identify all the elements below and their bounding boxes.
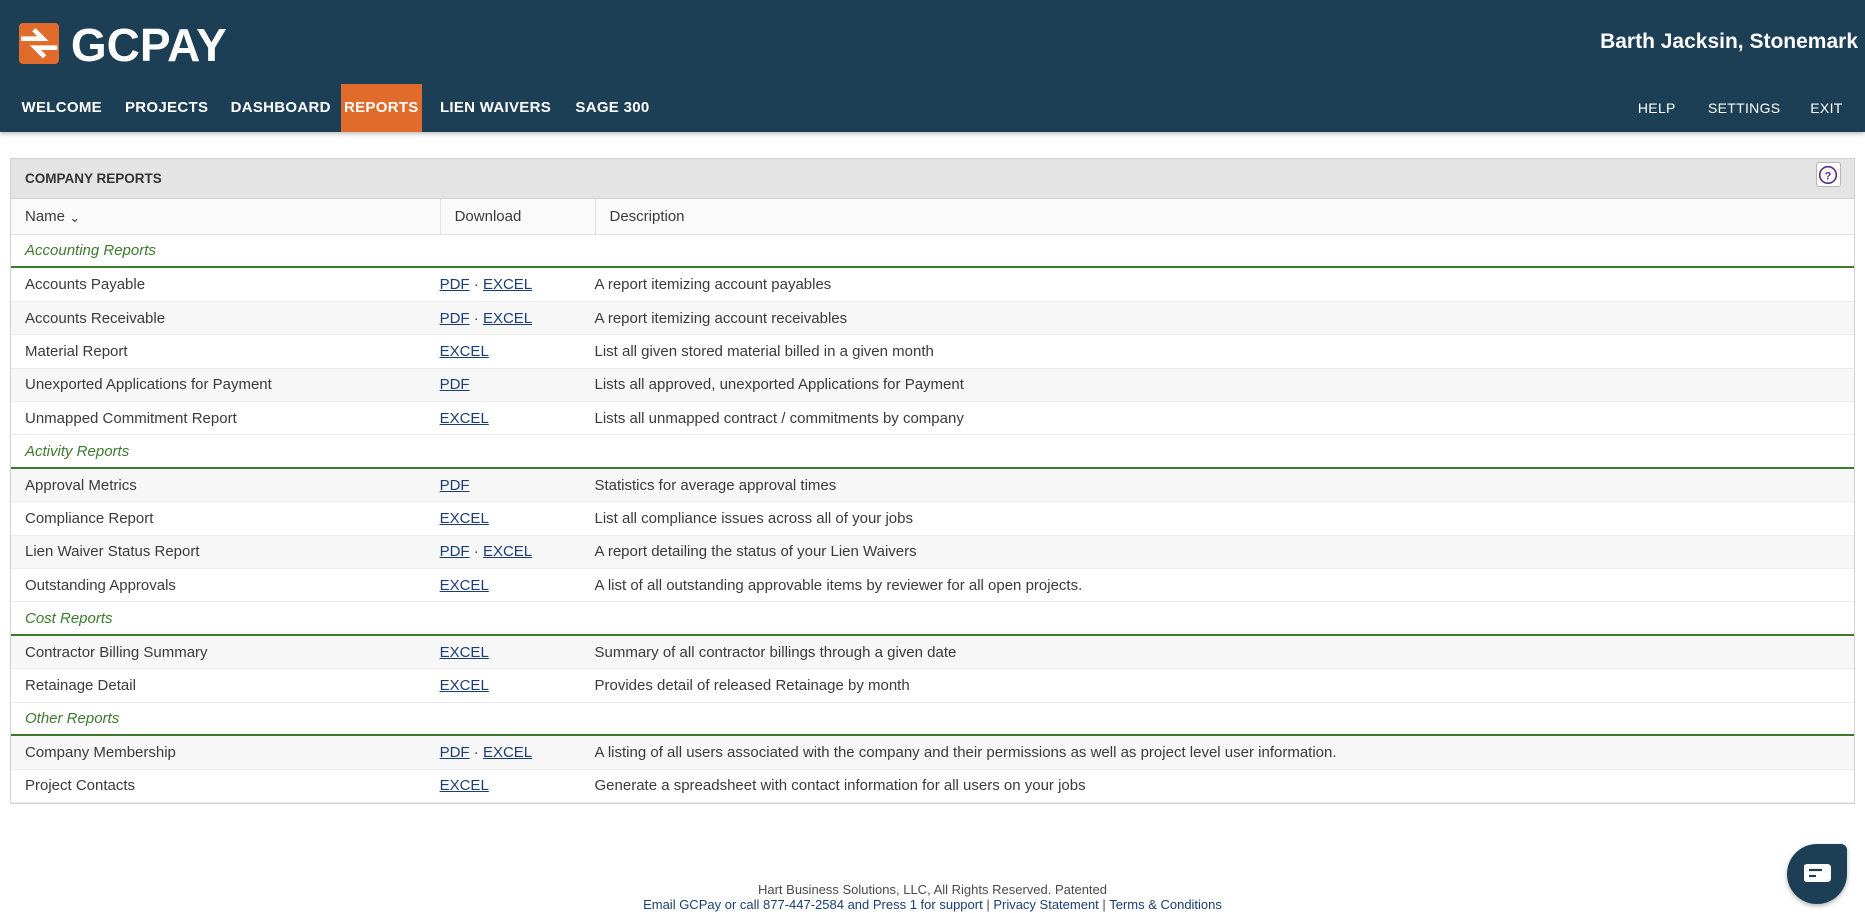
svg-text:?: ? bbox=[1825, 170, 1832, 182]
